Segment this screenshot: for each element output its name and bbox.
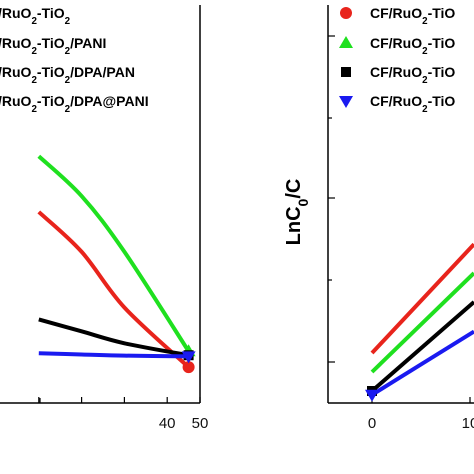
right-legend-marker xyxy=(341,67,351,77)
right-chart-panel: 0 10 LnC0/C CF/RuO2-TiO CF/RuO2-TiO CF/RuO2-T… xyxy=(283,5,474,432)
left-data-point xyxy=(182,361,195,374)
right-legend-marker xyxy=(339,36,353,48)
left-series-line xyxy=(37,154,191,353)
left-legend-entry: /RuO2-TiO2/PANI xyxy=(0,35,106,57)
right-series-line xyxy=(370,242,474,355)
right-legend-marker xyxy=(339,96,353,108)
right-series-line xyxy=(370,271,474,374)
right-y-axis-title: LnC0/C xyxy=(283,179,311,246)
left-legend-entry: /RuO2-TiO2/DPA/PAN xyxy=(0,64,135,86)
left-legend-entry: /RuO2-TiO2/DPA@PANI xyxy=(0,93,149,115)
right-legend-marker xyxy=(340,7,352,19)
right-legend-entry: CF/RuO2-TiO xyxy=(370,5,455,27)
right-data-point xyxy=(365,389,379,402)
right-legend-entry: CF/RuO2-TiO xyxy=(370,35,455,57)
left-series-line xyxy=(37,210,190,369)
right-x-tick-label: 0 xyxy=(368,415,376,432)
left-series-line xyxy=(38,351,189,359)
left-x-tick-label: 40 xyxy=(159,415,176,432)
right-x-tick-label: 10 xyxy=(462,415,474,432)
left-x-tick-label: 50 xyxy=(192,415,209,432)
right-legend-entry: CF/RuO2-TiO xyxy=(370,64,455,86)
left-legend-entry: /RuO2-TiO2 xyxy=(0,5,71,27)
right-legend-entry: CF/RuO2-TiO xyxy=(370,93,455,115)
right-series-line xyxy=(370,329,474,397)
right-series-line xyxy=(370,300,474,393)
left-series-line xyxy=(38,317,189,358)
left-chart-panel: 40 50/RuO2-TiO2/RuO2-TiO2/PANI/RuO2-TiO2/… xyxy=(0,5,208,432)
left-data-point xyxy=(181,351,196,364)
